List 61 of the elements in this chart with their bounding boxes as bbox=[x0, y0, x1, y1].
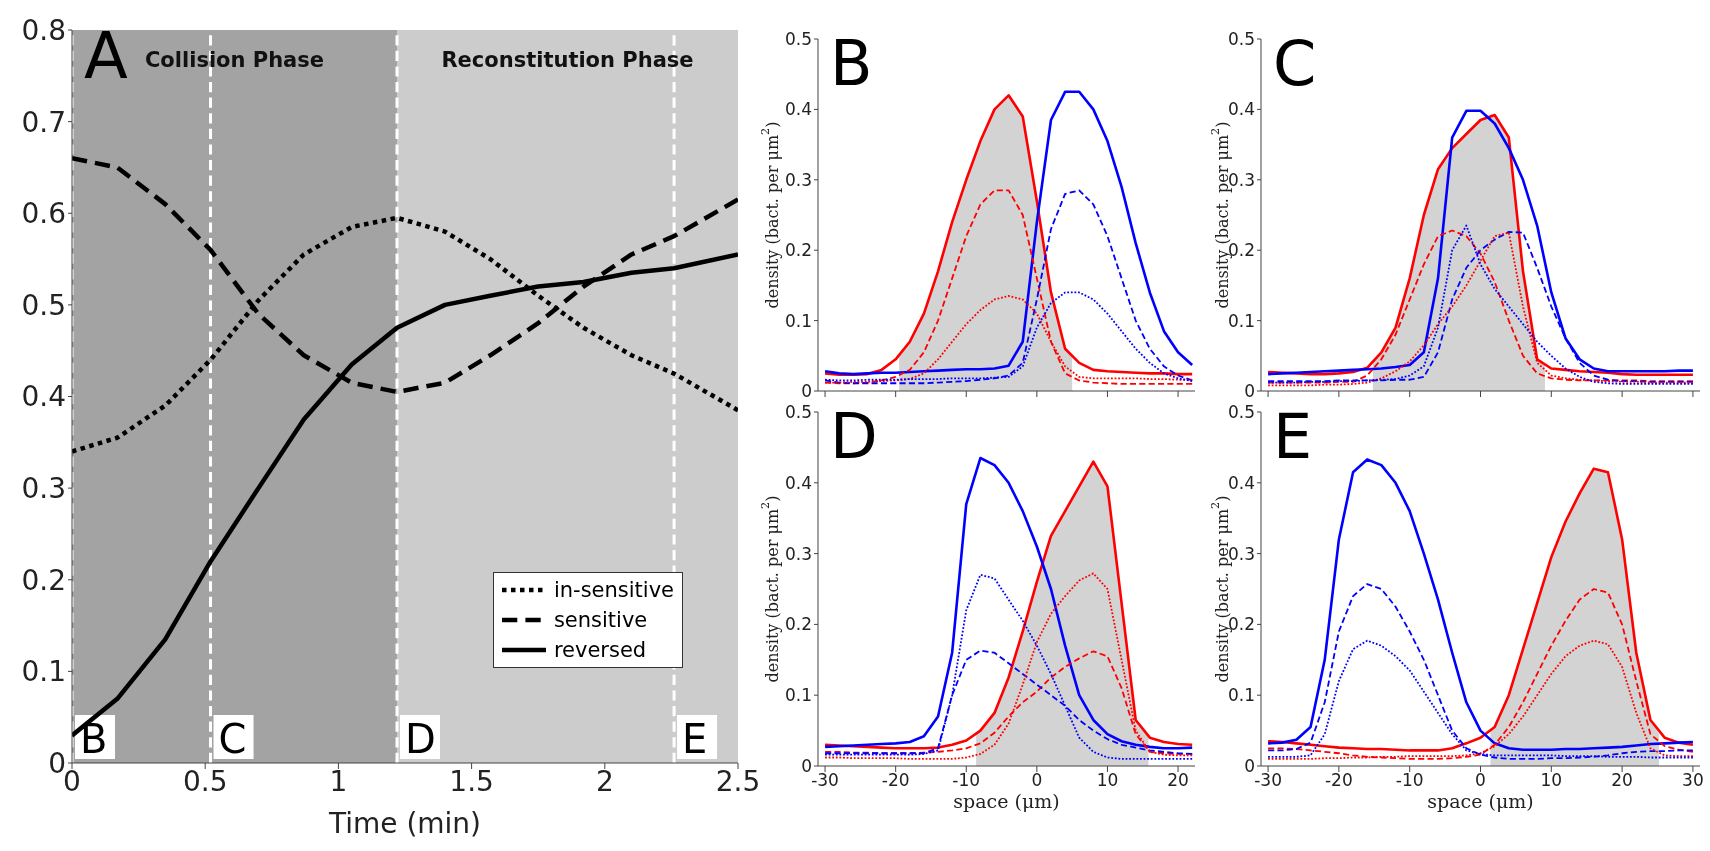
y-tick-label: 0.4 bbox=[784, 99, 812, 120]
x-tick-label: -20 bbox=[1325, 770, 1353, 791]
y-tick-label: 0.1 bbox=[21, 655, 66, 689]
y-tick-label: 0.1 bbox=[1227, 310, 1255, 331]
band-label: Collision Phase bbox=[144, 47, 325, 72]
x-tick-label: 2 bbox=[595, 764, 614, 798]
y-tick-label: 0.1 bbox=[784, 685, 812, 706]
y-tick-label: 0.1 bbox=[784, 310, 812, 331]
band-label: Reconstitution Phase bbox=[441, 47, 694, 72]
annotation: C bbox=[1273, 27, 1317, 100]
x-axis-title: Time (min) bbox=[327, 807, 482, 840]
y-tick-label: 0.4 bbox=[1227, 472, 1255, 493]
x-tick-label: 10 bbox=[1540, 770, 1563, 791]
x-tick-label: 0.5 bbox=[182, 764, 228, 798]
y-tick-label: 0.4 bbox=[784, 472, 812, 493]
x-tick-label: 2.5 bbox=[715, 764, 761, 798]
annotation: E bbox=[1273, 400, 1313, 473]
x-tick-label: 20 bbox=[1167, 770, 1189, 791]
y-tick-label: 0.2 bbox=[784, 614, 812, 635]
ref-line-label: C bbox=[218, 716, 247, 762]
x-tick-label: -30 bbox=[811, 770, 839, 791]
y-tick-label: 0.3 bbox=[784, 169, 812, 190]
x-tick-label: -30 bbox=[1254, 770, 1282, 791]
x-axis-title: space (μm) bbox=[953, 790, 1060, 812]
y-tick-label: 0.5 bbox=[21, 288, 66, 322]
y-tick-label: 0.5 bbox=[784, 402, 812, 423]
x-tick-label: 0 bbox=[1031, 770, 1043, 791]
y-tick-label: 0.1 bbox=[1227, 685, 1255, 706]
y-tick-label: 0.3 bbox=[21, 472, 66, 506]
y-tick-label: 0 bbox=[801, 381, 812, 402]
x-axis-title: space (μm) bbox=[1427, 790, 1534, 812]
ref-line-label: B bbox=[80, 716, 108, 762]
x-tick-label: 30 bbox=[1682, 770, 1704, 791]
y-tick-label: 0.5 bbox=[784, 29, 812, 50]
y-tick-label: 0.4 bbox=[1227, 99, 1255, 120]
x-tick-label: -10 bbox=[952, 770, 981, 791]
legend-label: in-sensitive bbox=[553, 578, 674, 602]
y-tick-label: 0.7 bbox=[21, 105, 66, 139]
x-tick-label: -20 bbox=[881, 770, 910, 791]
y-tick-label: 0.5 bbox=[1227, 29, 1255, 50]
y-tick-label: 0 bbox=[1244, 381, 1255, 402]
y-tick-label: 0.5 bbox=[1227, 402, 1255, 423]
ref-line-label: E bbox=[682, 716, 708, 762]
x-tick-label: 10 bbox=[1096, 770, 1119, 791]
y-tick-label: 0.6 bbox=[21, 197, 66, 231]
annotation: A bbox=[84, 19, 128, 93]
y-tick-label: 0.8 bbox=[21, 13, 66, 47]
y-tick-label: 0.2 bbox=[784, 240, 812, 261]
y-tick-label: 0.2 bbox=[21, 563, 66, 597]
y-tick-label: 0.4 bbox=[21, 380, 66, 414]
x-tick-label: 1 bbox=[329, 764, 348, 798]
x-tick-label: 0 bbox=[1475, 770, 1486, 791]
ref-line-label: D bbox=[405, 716, 436, 762]
legend-label: sensitive bbox=[553, 608, 648, 632]
x-tick-label: 20 bbox=[1611, 770, 1633, 791]
annotation: D bbox=[830, 400, 878, 473]
x-tick-label: -10 bbox=[1395, 770, 1424, 791]
legend-label: reversed bbox=[553, 638, 647, 662]
y-tick-label: 0.3 bbox=[784, 543, 812, 564]
annotation: B bbox=[830, 27, 873, 100]
x-tick-label: 1.5 bbox=[449, 764, 494, 798]
